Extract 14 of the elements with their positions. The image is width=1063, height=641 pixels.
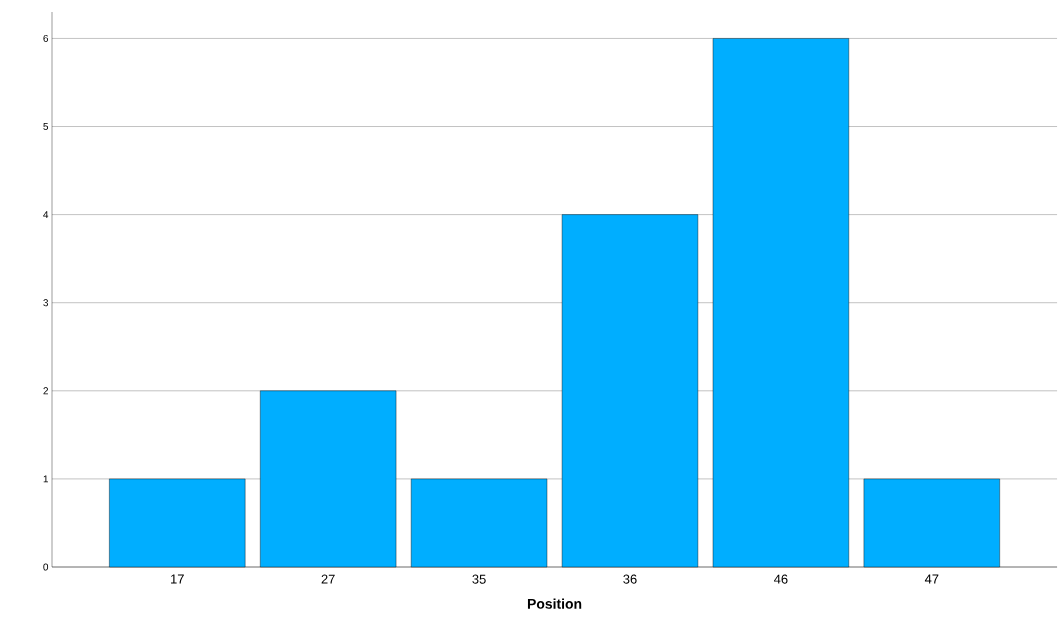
x-tick-label: 27: [321, 574, 335, 584]
y-tick-label: 5: [43, 123, 49, 130]
y-tick-label: 2: [43, 387, 48, 395]
x-tick-label: 17: [171, 574, 184, 584]
x-tick-label: 47: [924, 574, 939, 584]
x-tick-label: 46: [773, 574, 788, 584]
x-axis-title: Position: [527, 598, 582, 609]
y-tick-label: 4: [43, 211, 49, 219]
y-tick-label: 6: [43, 34, 49, 42]
x-tick-label: 36: [623, 574, 637, 584]
y-tick-label: 3: [43, 299, 49, 307]
y-tick-label: 0: [43, 563, 49, 571]
x-tick-label: 35: [472, 574, 486, 584]
y-tick-label: 1: [43, 475, 48, 483]
